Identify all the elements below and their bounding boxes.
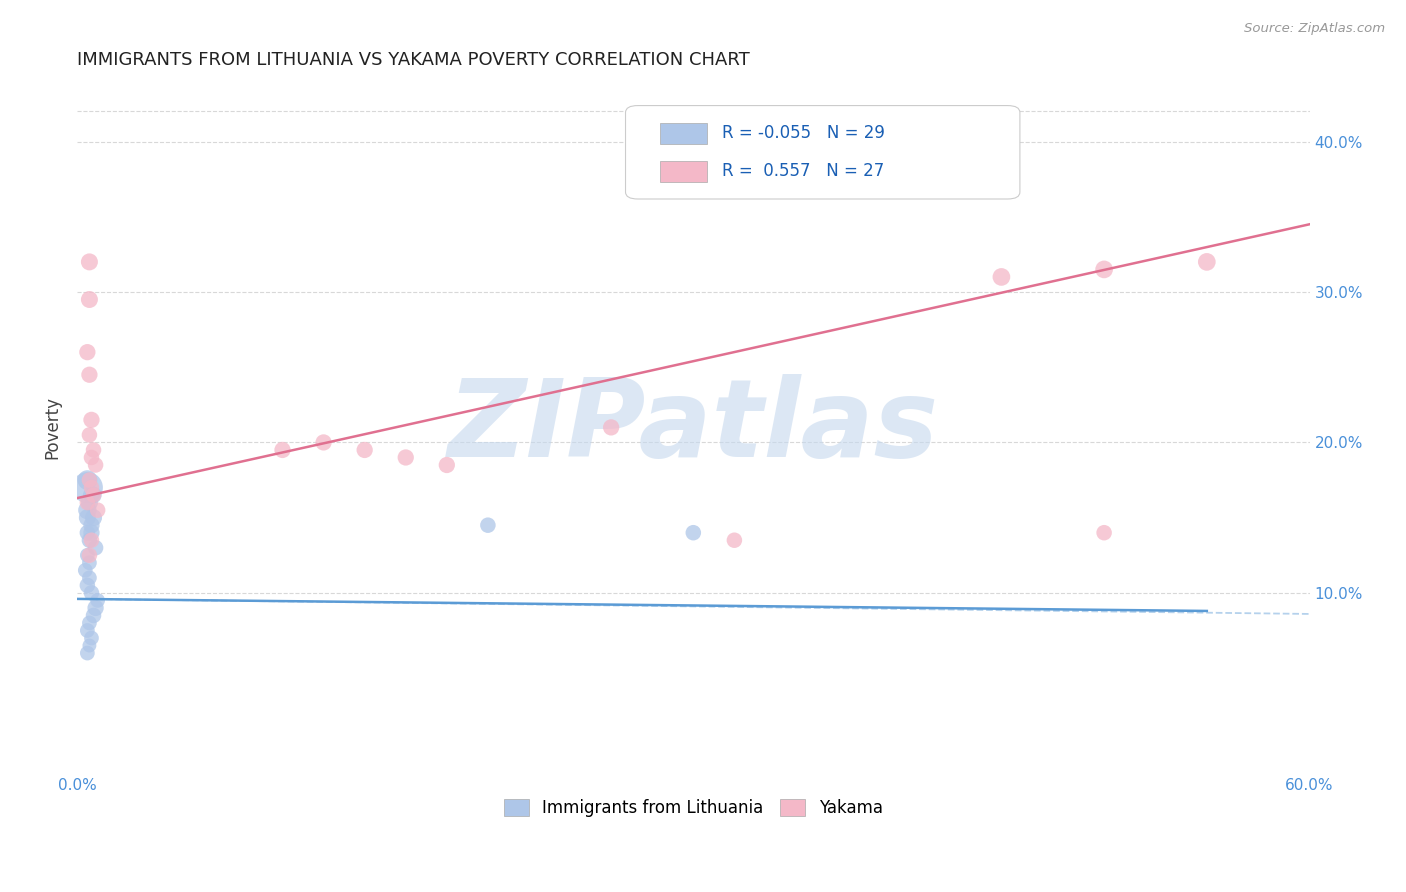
Point [1092, 525, 1115, 540]
Point [76, 495, 98, 509]
Point [79, 549, 101, 563]
Point [80, 450, 103, 465]
Point [83, 488, 105, 502]
FancyBboxPatch shape [659, 161, 707, 182]
Point [75, 563, 97, 577]
FancyBboxPatch shape [626, 105, 1019, 199]
Point [79, 639, 101, 653]
Point [79, 255, 101, 269]
Point [76, 345, 98, 359]
Point [80, 518, 103, 533]
Point [83, 488, 105, 502]
Point [79, 556, 101, 570]
Point [83, 442, 105, 457]
Point [79, 571, 101, 585]
Point [84, 458, 107, 472]
Point [723, 533, 745, 548]
Point [86, 503, 108, 517]
Point [79, 368, 101, 382]
Text: R = -0.055   N = 29: R = -0.055 N = 29 [721, 124, 884, 142]
Point [79, 473, 101, 487]
Point [79, 615, 101, 630]
Point [76, 503, 98, 517]
Point [76, 525, 98, 540]
Point [83, 608, 105, 623]
Point [353, 442, 375, 457]
Point [79, 495, 101, 509]
Point [1092, 262, 1115, 277]
Point [79, 293, 101, 307]
Point [84, 601, 107, 615]
Point [80, 481, 103, 495]
Point [990, 269, 1012, 284]
Point [600, 420, 623, 434]
Text: IMMIGRANTS FROM LITHUANIA VS YAKAMA POVERTY CORRELATION CHART: IMMIGRANTS FROM LITHUANIA VS YAKAMA POVE… [77, 51, 749, 69]
Point [477, 518, 499, 533]
Legend: Immigrants from Lithuania, Yakama: Immigrants from Lithuania, Yakama [498, 792, 889, 824]
Y-axis label: Poverty: Poverty [44, 396, 60, 458]
Point [80, 413, 103, 427]
Point [76, 473, 98, 487]
Point [271, 442, 294, 457]
Point [80, 488, 103, 502]
Text: R =  0.557   N = 27: R = 0.557 N = 27 [721, 162, 884, 180]
Point [80, 631, 103, 645]
Point [312, 435, 335, 450]
Text: Source: ZipAtlas.com: Source: ZipAtlas.com [1244, 22, 1385, 36]
Point [436, 458, 458, 472]
Point [80, 586, 103, 600]
Point [76, 549, 98, 563]
Point [83, 510, 105, 524]
Point [76, 481, 98, 495]
Point [76, 646, 98, 660]
Point [79, 533, 101, 548]
Point [80, 533, 103, 548]
Point [1195, 255, 1218, 269]
Point [76, 578, 98, 592]
Point [86, 593, 108, 607]
Point [80, 525, 103, 540]
Point [84, 541, 107, 555]
Point [76, 624, 98, 638]
Point [76, 510, 98, 524]
FancyBboxPatch shape [659, 123, 707, 144]
Text: ZIPatlas: ZIPatlas [447, 375, 939, 481]
Point [79, 428, 101, 442]
Point [395, 450, 418, 465]
Point [682, 525, 704, 540]
